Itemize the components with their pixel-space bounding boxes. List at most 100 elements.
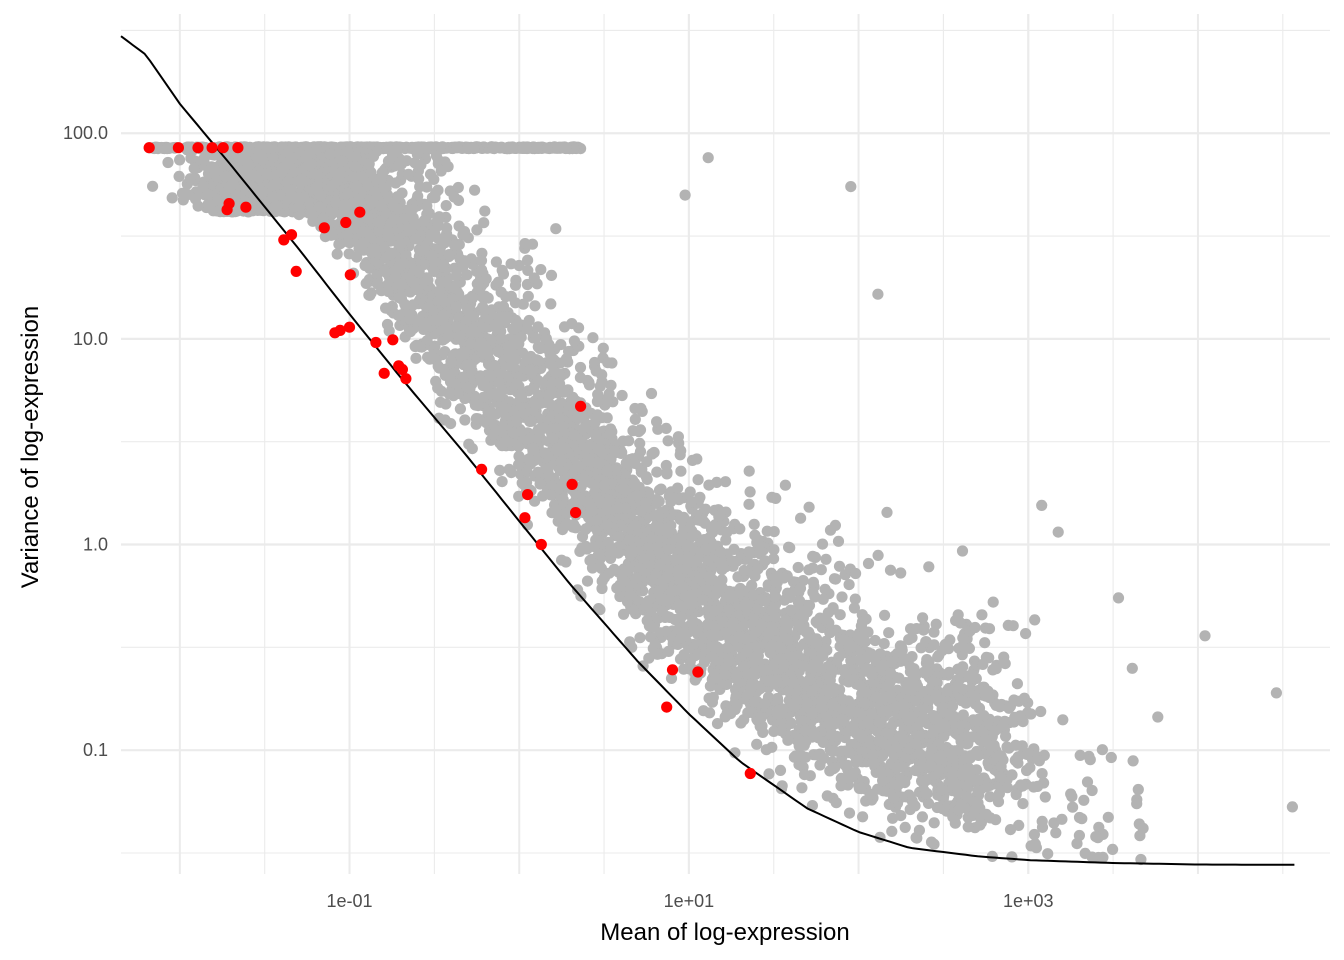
gene-point xyxy=(440,200,452,212)
gene-point xyxy=(768,526,780,538)
gene-point xyxy=(601,412,613,424)
gene-point xyxy=(815,564,827,576)
gene-point xyxy=(651,416,663,428)
gene-point xyxy=(348,171,360,183)
gene-point xyxy=(482,292,494,304)
gene-point xyxy=(633,426,645,438)
gene-point xyxy=(584,439,596,451)
gene-point xyxy=(772,695,784,707)
gene-point xyxy=(662,527,674,539)
gene-point xyxy=(999,658,1011,670)
gene-point xyxy=(646,533,658,545)
gene-point xyxy=(375,173,387,186)
gene-point xyxy=(809,551,822,564)
gene-point xyxy=(824,627,836,639)
gene-point xyxy=(391,191,403,203)
gene-point xyxy=(777,661,790,673)
gene-point xyxy=(752,602,764,615)
gene-point xyxy=(596,376,608,388)
gene-point xyxy=(219,171,231,183)
gene-point xyxy=(413,173,425,185)
gene-point xyxy=(832,535,845,547)
gene-point xyxy=(723,604,735,616)
gene-point xyxy=(478,217,490,229)
gene-point xyxy=(598,497,610,509)
gene-point xyxy=(735,717,747,729)
gene-point xyxy=(869,634,881,647)
gene-point xyxy=(979,637,991,649)
gene-point xyxy=(542,468,554,480)
gene-point xyxy=(670,568,682,580)
gene-point xyxy=(468,142,480,154)
gene-point xyxy=(976,609,988,621)
gene-point xyxy=(977,658,989,671)
gene-point xyxy=(467,310,479,322)
gene-point xyxy=(451,321,463,333)
gene-point xyxy=(521,465,533,477)
gene-point xyxy=(487,142,499,154)
gene-point xyxy=(574,372,587,384)
gene-point xyxy=(317,212,329,224)
gene-point xyxy=(732,640,744,652)
gene-point xyxy=(547,375,559,387)
gene-point xyxy=(675,465,687,477)
gene-point xyxy=(754,683,767,695)
gene-point xyxy=(544,388,556,400)
gene-point xyxy=(597,342,609,354)
gene-point xyxy=(1001,782,1014,794)
gene-point xyxy=(521,323,533,335)
gene-point xyxy=(874,765,886,777)
gene-point xyxy=(661,468,673,480)
gene-point xyxy=(879,609,891,621)
gene-point xyxy=(206,161,218,173)
gene-point xyxy=(589,356,601,369)
gene-point xyxy=(738,564,750,577)
gene-point xyxy=(877,749,889,761)
gene-point xyxy=(529,300,541,312)
gene-point xyxy=(917,612,929,624)
gene-point xyxy=(827,698,839,711)
gene-point xyxy=(878,659,890,671)
gene-point xyxy=(540,334,552,346)
gene-point xyxy=(783,541,795,553)
gene-point xyxy=(477,391,490,403)
gene-point xyxy=(602,357,614,369)
gene-point xyxy=(928,817,940,829)
gene-point xyxy=(629,413,641,425)
gene-point xyxy=(739,598,751,610)
gene-point xyxy=(859,636,871,648)
gene-point xyxy=(909,695,922,707)
gene-point xyxy=(450,269,462,282)
gene-point xyxy=(558,428,571,440)
gene-point xyxy=(479,205,491,217)
gene-point xyxy=(489,319,501,331)
gene-point xyxy=(475,255,488,267)
gene-point xyxy=(435,165,447,177)
gene-point xyxy=(393,292,405,304)
gene-point xyxy=(629,477,641,489)
gene-point xyxy=(353,243,365,255)
gene-point xyxy=(748,518,760,530)
gene-point xyxy=(428,264,440,276)
gene-point xyxy=(522,264,534,276)
gene-point xyxy=(441,222,453,234)
gene-point xyxy=(554,413,566,425)
gene-point xyxy=(1035,705,1047,718)
gene-point xyxy=(185,152,197,164)
gene-point xyxy=(147,180,159,192)
gene-point xyxy=(744,486,756,498)
gene-point xyxy=(691,453,703,465)
gene-point xyxy=(603,567,615,579)
gene-point xyxy=(836,591,848,603)
gene-point xyxy=(733,587,745,599)
gene-point xyxy=(517,298,529,310)
gene-point xyxy=(797,660,810,672)
gene-point xyxy=(424,353,436,365)
gene-point xyxy=(1007,620,1019,632)
gene-point xyxy=(418,215,430,227)
gene-point xyxy=(530,332,542,344)
gene-point xyxy=(709,668,722,680)
gene-point xyxy=(578,472,590,485)
gene-point xyxy=(459,255,471,267)
gene-point xyxy=(717,677,730,689)
